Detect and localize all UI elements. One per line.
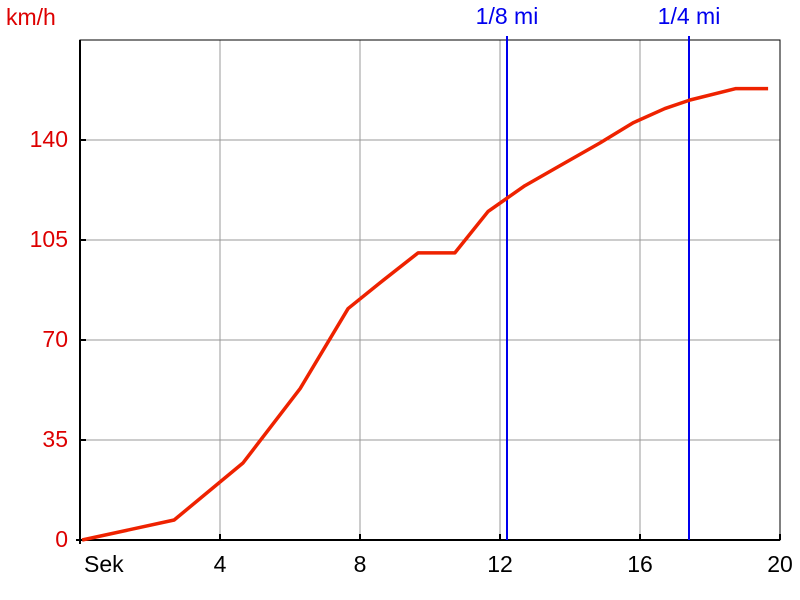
speed-line — [81, 86, 769, 542]
y-tick-label: 35 — [42, 426, 68, 452]
plot-frame — [79, 39, 781, 541]
distance-marker-label: 1/8 mi — [476, 3, 539, 29]
distance-marker-label: 1/4 mi — [658, 3, 721, 29]
y-axis-label: km/h — [6, 4, 56, 30]
x-tick-label: 20 — [767, 551, 793, 577]
x-tick-label: 12 — [487, 551, 513, 577]
y-tick-label: 105 — [30, 226, 68, 252]
y-tick-label: 140 — [30, 126, 68, 152]
x-tick-label: 4 — [214, 551, 227, 577]
x-tick-label: 8 — [354, 551, 367, 577]
x-tick-label: 16 — [627, 551, 653, 577]
y-tick-label: 70 — [42, 326, 68, 352]
x-tick-label: Sek — [84, 551, 124, 577]
y-tick-label: 0 — [55, 526, 68, 552]
